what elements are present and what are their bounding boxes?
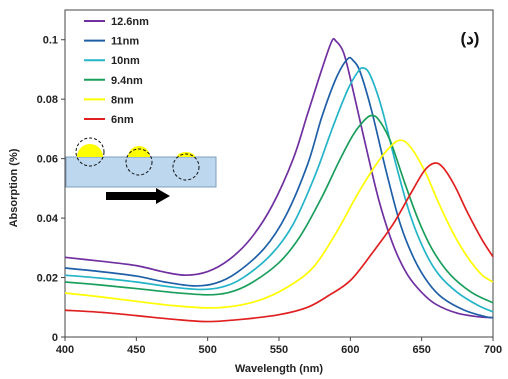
particle-large: [77, 144, 103, 157]
particle-small-outline: [172, 153, 200, 181]
y-tick-label: 0: [52, 332, 58, 344]
particle-medium: [128, 146, 150, 157]
particle-large-outline: [75, 137, 105, 167]
arrow-head: [156, 188, 170, 204]
x-tick-label: 600: [341, 344, 359, 356]
legend-label: 11nm: [111, 36, 139, 48]
legend-label: 6nm: [111, 114, 134, 126]
y-tick-label: 0.02: [37, 273, 58, 285]
y-tick-label: 0.04: [37, 213, 59, 225]
y-tick-label: 0.1: [43, 35, 58, 47]
x-tick-label: 700: [484, 344, 502, 356]
series-line-8nm: [64, 139, 494, 309]
y-tick-label: 0.06: [37, 154, 58, 166]
y-tick-label: 0.08: [37, 94, 58, 106]
legend-label: 9.4nm: [111, 75, 143, 87]
inset-schematic: [65, 137, 217, 204]
series-line-10nm: [64, 67, 494, 313]
series-line-12.6nm: [64, 37, 494, 319]
series-line-9.4nm: [64, 114, 494, 304]
series-line-11nm: [64, 56, 494, 319]
y-axis-title: Absorption (%): [8, 148, 20, 227]
panel-label: (د): [461, 29, 480, 48]
substrate-slab: [65, 156, 217, 188]
series-line-6nm: [64, 162, 494, 323]
arrow-shaft: [106, 192, 156, 200]
x-tick-label: 550: [270, 344, 288, 356]
x-axis-title: Wavelength (nm): [235, 363, 324, 375]
x-tick-label: 500: [198, 344, 216, 356]
legend-label: 8nm: [111, 94, 134, 106]
x-tick-label: 400: [56, 344, 74, 356]
legend-label: 12.6nm: [111, 16, 149, 28]
legend-label: 10nm: [111, 55, 140, 67]
particle-medium-outline: [125, 148, 153, 176]
x-tick-label: 450: [127, 344, 145, 356]
x-tick-label: 650: [412, 344, 430, 356]
